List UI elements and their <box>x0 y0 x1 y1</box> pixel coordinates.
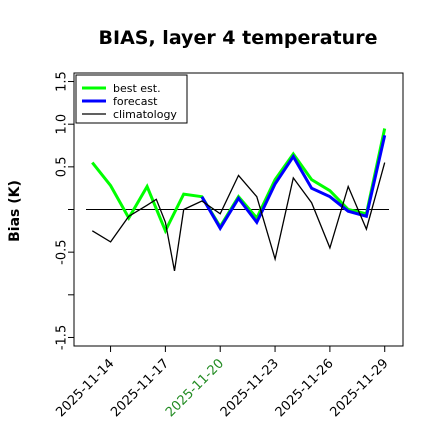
legend-label-forecast: forecast <box>113 95 158 108</box>
y-axis-label: Bias (K) <box>7 180 23 242</box>
series-line-forecast <box>200 134 387 232</box>
y-tick-label: 1.0 <box>55 114 70 135</box>
legend-label-climatology: climatology <box>113 108 177 121</box>
legend-label-best-est: best est. <box>113 82 161 95</box>
y-tick-label: -0.5 <box>55 239 70 264</box>
chart-title: BIAS, layer 4 temperature <box>99 27 378 49</box>
legend-box <box>75 74 188 124</box>
y-tick-label: 1.5 <box>55 71 70 92</box>
y-tick-label: -1.5 <box>55 325 70 350</box>
y-tick-label: 0.5 <box>55 157 70 178</box>
series-line-climatology <box>91 162 386 272</box>
